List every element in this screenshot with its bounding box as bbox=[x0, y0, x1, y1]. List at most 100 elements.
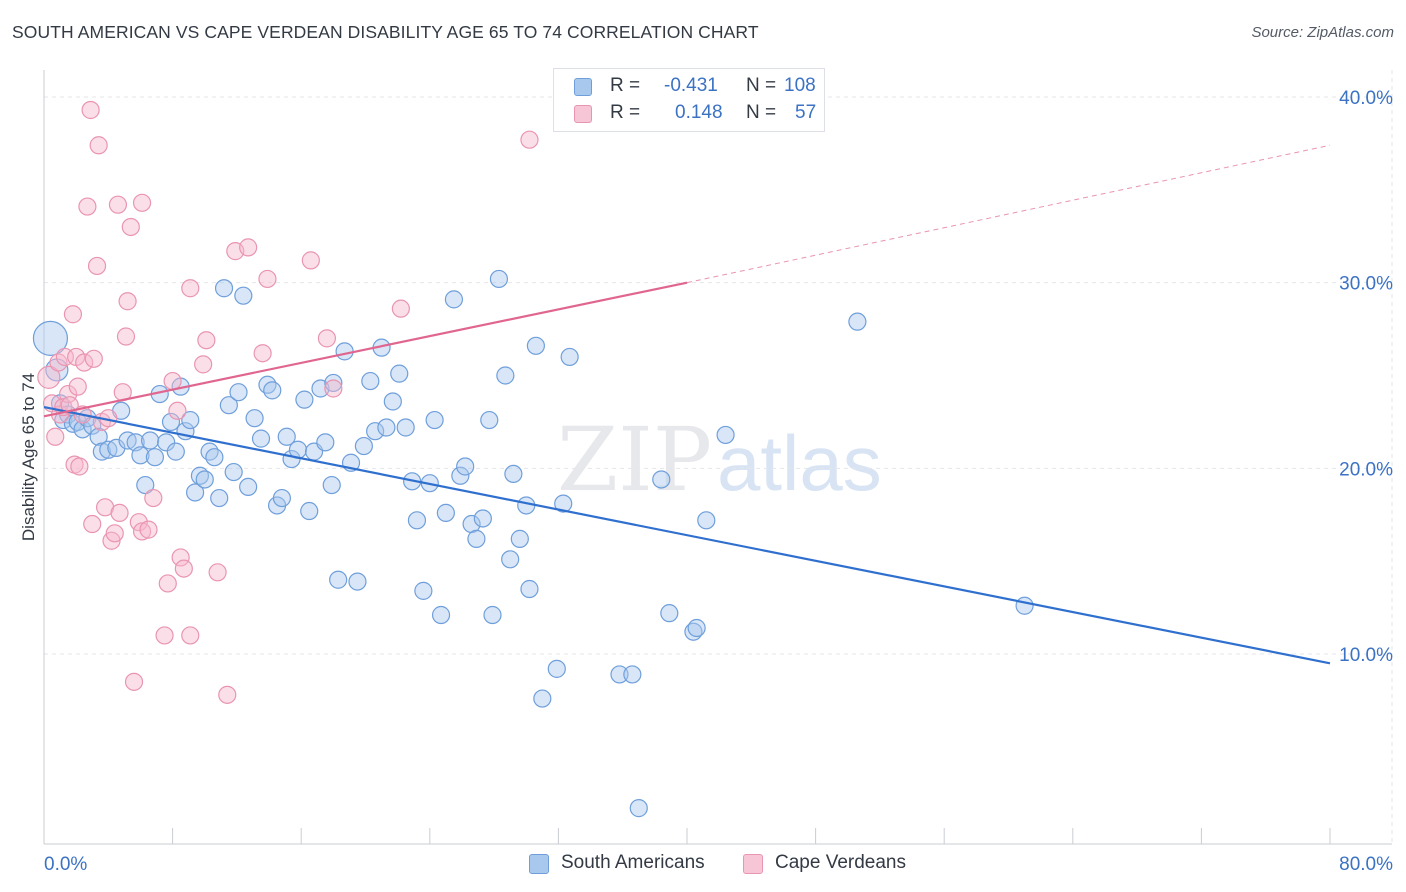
cape-verdeans-point bbox=[181, 626, 200, 645]
south-americans-point bbox=[73, 420, 92, 439]
south-americans-point bbox=[32, 320, 69, 356]
south-americans-point bbox=[383, 392, 402, 411]
south-americans-point bbox=[697, 511, 716, 530]
south-americans-point bbox=[205, 448, 224, 467]
south-americans-point bbox=[136, 475, 155, 495]
south-americans-point bbox=[239, 477, 258, 496]
south-americans-point bbox=[467, 529, 486, 548]
south-americans-point bbox=[431, 605, 451, 625]
south-americans-point bbox=[92, 442, 111, 461]
x-tick-label: 80.0% bbox=[1339, 854, 1393, 875]
watermark: ZIP atlas bbox=[557, 408, 882, 511]
south-americans-point bbox=[377, 418, 396, 437]
south-americans-point bbox=[89, 427, 108, 446]
y-tick-label: 10.0% bbox=[1339, 645, 1393, 666]
south-americans-point bbox=[623, 665, 642, 684]
south-americans-point bbox=[324, 373, 343, 393]
cape-verdeans-point bbox=[171, 548, 190, 567]
south-americans-point bbox=[348, 572, 367, 591]
n-value: 108 bbox=[784, 75, 816, 96]
cape-verdeans-point bbox=[110, 503, 129, 522]
south-americans-point bbox=[554, 494, 573, 513]
cape-verdeans-point bbox=[144, 488, 163, 508]
south-americans-point bbox=[444, 290, 464, 309]
cape-verdeans-point bbox=[239, 238, 258, 257]
south-americans-point bbox=[510, 529, 529, 548]
trend-lines bbox=[43, 144, 1331, 665]
cape-verdeans-point bbox=[116, 327, 136, 346]
x-tick-label: 0.0% bbox=[44, 854, 87, 875]
cape-verdeans-point bbox=[68, 377, 87, 396]
south-americans-point bbox=[652, 470, 671, 489]
south-americans-point bbox=[210, 488, 229, 508]
cape-verdeans-trend-extension bbox=[686, 144, 1331, 284]
chart-title: SOUTH AMERICAN VS CAPE VERDEAN DISABILIT… bbox=[12, 22, 759, 42]
south-americans-point bbox=[716, 425, 735, 445]
stats-legend: R = -0.431 N = 108 R = 0.148 N = 57 bbox=[553, 68, 825, 132]
south-americans-point bbox=[181, 410, 200, 430]
south-americans-point bbox=[483, 605, 502, 625]
cape-verdeans-point bbox=[121, 217, 140, 237]
n-label: N = bbox=[746, 75, 777, 96]
south-americans-point bbox=[504, 464, 523, 484]
south-americans-point bbox=[354, 436, 373, 456]
south-americans-point bbox=[329, 570, 348, 589]
cape-verdeans-point bbox=[78, 197, 97, 216]
south-americans-point bbox=[300, 501, 319, 521]
cape-verdeans-point bbox=[84, 349, 103, 368]
cape-verdeans-point bbox=[105, 524, 124, 543]
south-americans-point bbox=[848, 312, 867, 331]
south-americans-point bbox=[425, 410, 444, 430]
south-americans-legend-label: South Americans bbox=[561, 852, 705, 873]
cape-verdeans-points bbox=[37, 100, 539, 704]
y-tick-label: 30.0% bbox=[1339, 274, 1393, 295]
south-americans-point bbox=[517, 496, 536, 515]
cape-verdeans-point bbox=[155, 626, 174, 645]
cape-verdeans-point bbox=[208, 563, 227, 582]
cape-verdeans-point bbox=[83, 514, 102, 534]
south-americans-point bbox=[258, 375, 277, 394]
south-americans-point bbox=[366, 422, 385, 441]
y-tick-label: 40.0% bbox=[1339, 88, 1393, 109]
cape-verdeans-point bbox=[124, 672, 144, 691]
source-label: Source: ZipAtlas.com bbox=[1251, 24, 1394, 41]
south-americans-point bbox=[390, 364, 409, 383]
south-americans-point bbox=[245, 409, 264, 428]
cape-verdeans-point bbox=[63, 305, 83, 324]
watermark-atlas: atlas bbox=[717, 419, 882, 507]
south-americans-point bbox=[496, 366, 515, 385]
cape-verdeans-point bbox=[81, 100, 100, 120]
cape-verdeans-point bbox=[391, 299, 410, 318]
cape-verdeans-trend-line bbox=[43, 281, 688, 418]
cape-verdeans-point bbox=[46, 427, 65, 446]
cape-verdeans-point bbox=[87, 256, 107, 276]
cape-verdeans-point bbox=[132, 193, 152, 212]
r-label: R = bbox=[610, 102, 641, 123]
south-americans-point bbox=[272, 488, 292, 508]
cape-verdeans-legend-swatch bbox=[743, 854, 763, 874]
cape-verdeans-point bbox=[118, 292, 137, 311]
cape-verdeans-point bbox=[158, 574, 177, 593]
axes bbox=[43, 70, 1392, 845]
south-americans-point bbox=[489, 269, 509, 289]
south-americans-point bbox=[200, 442, 219, 461]
south-americans-point bbox=[629, 799, 648, 818]
grid-lines bbox=[44, 70, 1393, 844]
south-americans-legend-swatch bbox=[529, 854, 549, 874]
south-americans-point bbox=[660, 604, 679, 623]
cape-verdeans-point bbox=[37, 365, 61, 389]
cape-verdeans-point bbox=[194, 355, 213, 374]
r-label: R = bbox=[610, 75, 641, 96]
n-value: 57 bbox=[795, 102, 817, 123]
south-americans-point bbox=[157, 433, 176, 452]
south-americans-point bbox=[229, 383, 248, 402]
cape-verdeans-point bbox=[163, 371, 182, 391]
y-tick-label: 20.0% bbox=[1339, 459, 1393, 480]
cape-verdeans-point bbox=[132, 522, 152, 541]
south-americans-point bbox=[407, 511, 427, 530]
cape-verdeans-point bbox=[89, 136, 108, 155]
south-americans-point bbox=[263, 381, 282, 400]
south-americans-point bbox=[224, 462, 243, 482]
south-americans-point bbox=[436, 503, 455, 522]
south-americans-points bbox=[32, 269, 1034, 818]
